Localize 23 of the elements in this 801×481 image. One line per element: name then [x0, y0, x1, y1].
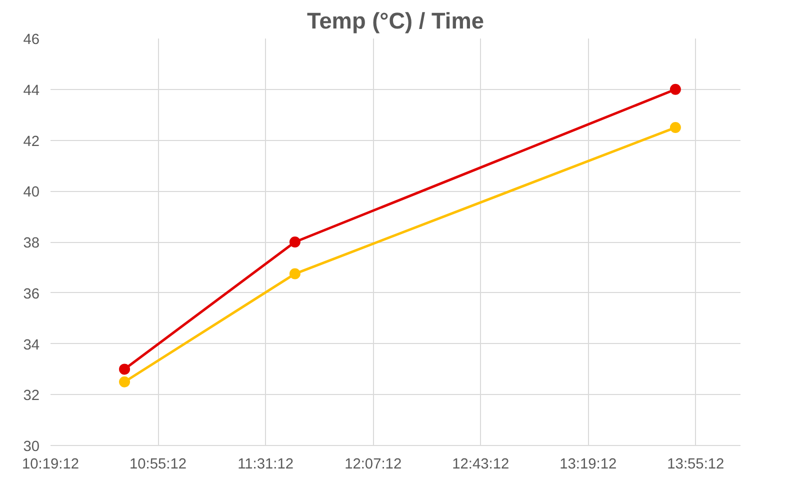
x-tick-label: 12:43:12 [452, 456, 510, 472]
chart-title: Temp (°C) / Time [307, 8, 484, 34]
y-tick-label: 36 [23, 286, 40, 302]
x-tick-label: 10:55:12 [130, 456, 187, 472]
x-tick-label: 11:31:12 [238, 456, 294, 472]
point [670, 122, 681, 134]
x-tick-label: 13:55:12 [667, 456, 724, 472]
y-tick-label: 38 [23, 236, 40, 252]
point [289, 268, 300, 280]
y-tick-label: 30 [23, 439, 40, 455]
point [289, 236, 300, 248]
y-tick-label: 42 [23, 134, 40, 150]
y-tick-label: 32 [23, 388, 40, 404]
point [119, 376, 130, 388]
y-tick-label: 44 [23, 82, 40, 99]
point [670, 84, 681, 95]
x-tick-label: 10:19:12 [22, 456, 80, 472]
x-tick-label: 12:07:12 [344, 456, 402, 472]
point [119, 364, 130, 375]
y-tick-label: 46 [23, 32, 40, 48]
x-tick-label: 13:19:12 [560, 456, 617, 472]
y-tick-label: 34 [23, 337, 40, 354]
y-tick-label: 40 [23, 184, 40, 201]
